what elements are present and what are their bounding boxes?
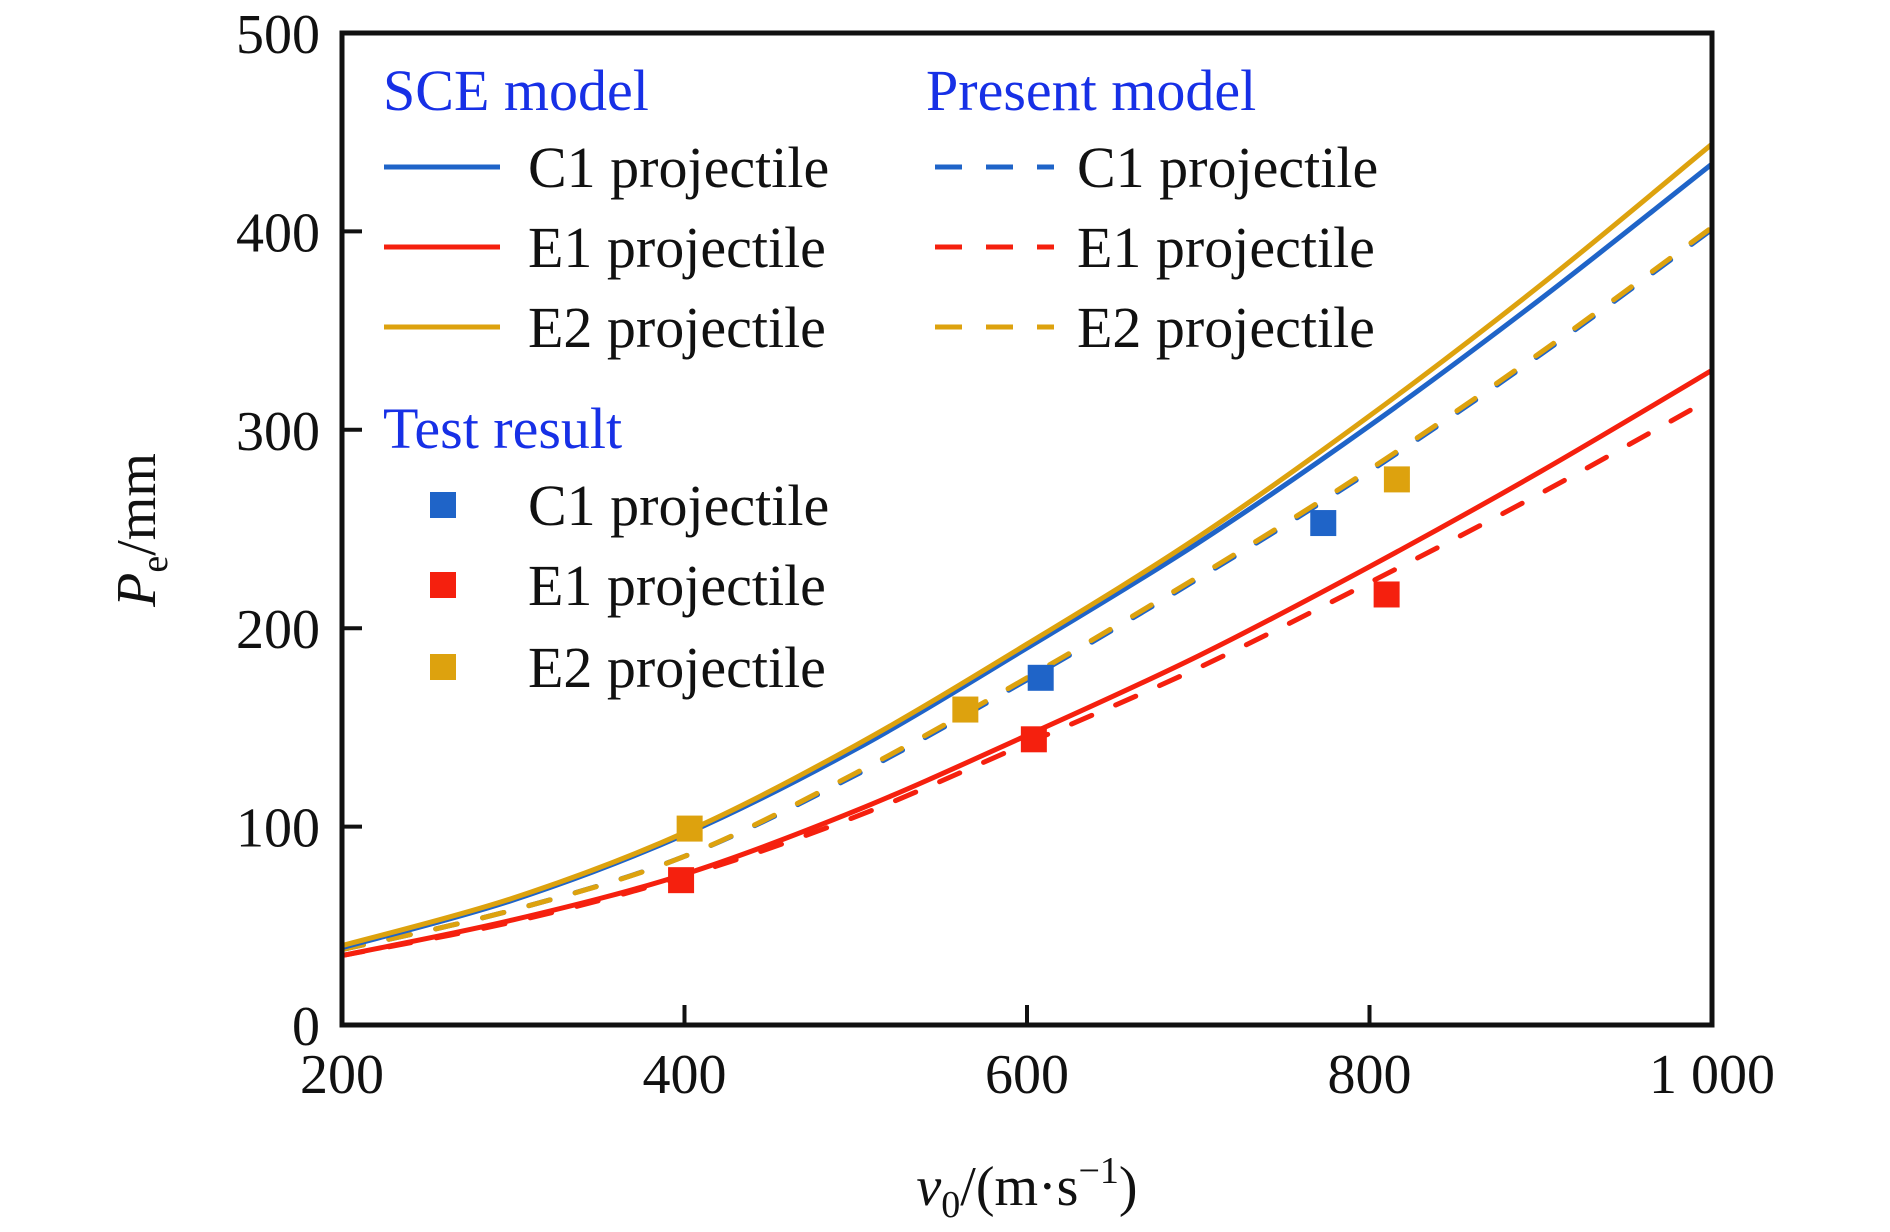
y-tick-label: 0 xyxy=(292,996,320,1058)
legend-marker-test-e1 xyxy=(430,572,456,598)
x-tick-label: 1 000 xyxy=(1649,1044,1775,1106)
y-tick-label: 400 xyxy=(236,202,320,264)
legend-marker-test-c1 xyxy=(430,492,456,518)
y-axis-label: Pe/mm xyxy=(106,453,176,608)
y-tick-label: 300 xyxy=(236,401,320,463)
series-line-sce-model-e2-projectile xyxy=(339,141,1715,949)
x-axis-label-sub: 0 xyxy=(941,1184,960,1226)
x-axis-label-close: ) xyxy=(1119,1156,1138,1218)
x-axis-label-main: v xyxy=(916,1156,941,1218)
x-tick-label: 400 xyxy=(643,1044,727,1106)
legend-sce-model: SCE model C1 projectile E1 projectile E2… xyxy=(383,58,829,360)
legend-label-test-e2: E2 projectile xyxy=(528,635,826,700)
legend-test-result: Test result C1 projectile E1 projectile … xyxy=(383,396,829,700)
data-point-c1 xyxy=(1027,664,1054,691)
data-point-e1 xyxy=(1373,581,1400,608)
data-point-e2 xyxy=(676,815,703,842)
data-point-e2 xyxy=(1383,466,1410,493)
x-tick-label: 200 xyxy=(300,1044,384,1106)
legend-label-present-c1: C1 projectile xyxy=(1077,135,1378,200)
y-axis-label-unit: /mm xyxy=(106,453,168,556)
markers-layer xyxy=(668,466,1410,894)
data-point-e2 xyxy=(952,696,979,723)
legend-title-test: Test result xyxy=(383,396,622,461)
legend-title-sce: SCE model xyxy=(383,58,649,123)
legend-label-test-e1: E1 projectile xyxy=(528,553,826,618)
data-point-e1 xyxy=(1020,726,1047,753)
legend-label-sce-e2: E2 projectile xyxy=(528,295,826,360)
legend-label-sce-e1: E1 projectile xyxy=(528,215,826,280)
legend-label-sce-c1: C1 projectile xyxy=(528,135,829,200)
x-axis-label-unit: /(m·s xyxy=(960,1156,1078,1218)
x-tick-label: 800 xyxy=(1328,1044,1412,1106)
legend-title-present: Present model xyxy=(926,58,1256,123)
legend-label-test-c1: C1 projectile xyxy=(528,473,829,538)
data-point-c1 xyxy=(1310,510,1337,537)
y-tick-label: 200 xyxy=(236,599,320,661)
series-line-present-model-e2-projectile xyxy=(339,224,1715,953)
y-axis-label-main: P xyxy=(106,573,168,608)
y-tick-label: 100 xyxy=(236,798,320,860)
legend-marker-test-e2 xyxy=(430,654,456,680)
x-axis-label: v0/(m·s−1) xyxy=(916,1150,1137,1226)
x-axis-label-sup: −1 xyxy=(1078,1150,1118,1192)
x-tick-label: 600 xyxy=(985,1044,1069,1106)
data-point-e1 xyxy=(668,867,695,894)
y-tick-label: 500 xyxy=(236,4,320,66)
legend-label-present-e1: E1 projectile xyxy=(1077,215,1375,280)
y-axis-label-sub: e xyxy=(134,556,176,573)
ticks-layer: 200 400 600 800 1 000 0 100 200 300 400 500 xyxy=(236,4,1775,1106)
legend-present-model: Present model C1 projectile E1 projectil… xyxy=(926,58,1378,360)
legend-label-present-e2: E2 projectile xyxy=(1077,295,1375,360)
